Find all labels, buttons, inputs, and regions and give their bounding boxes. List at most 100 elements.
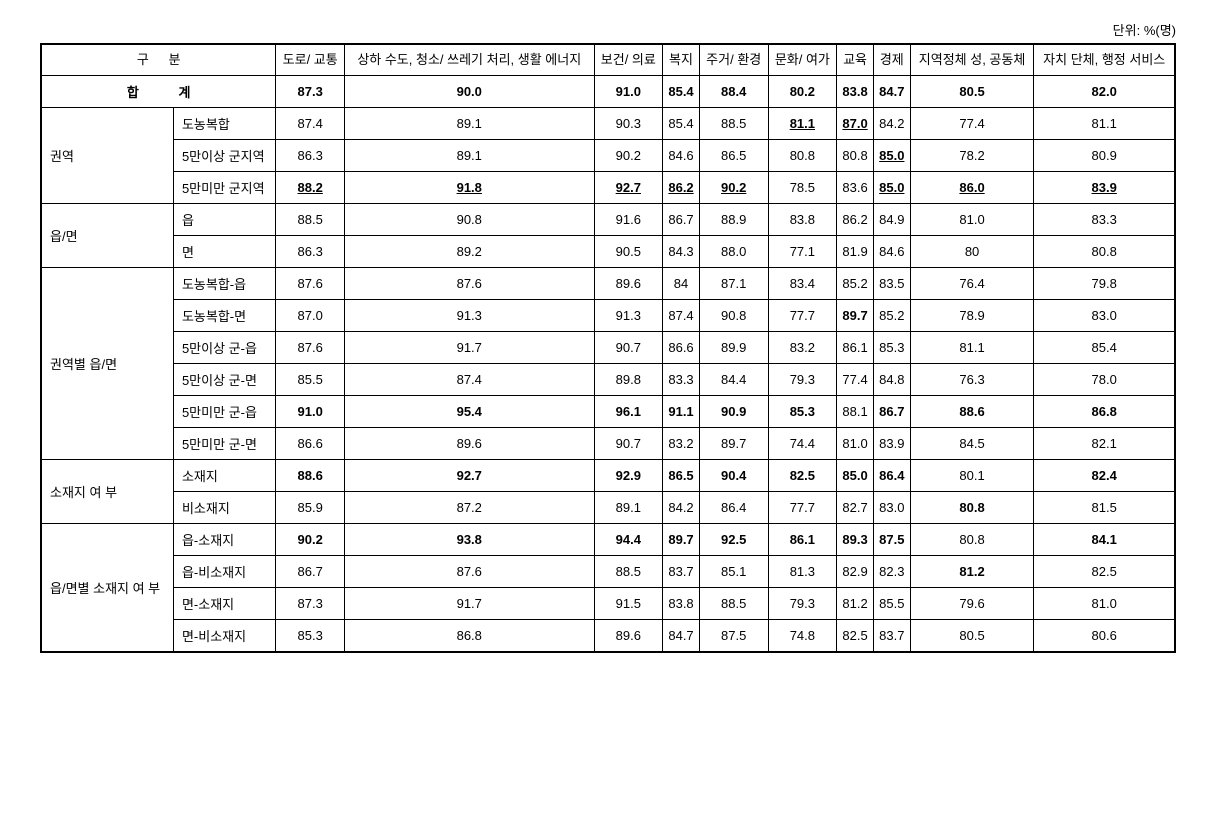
data-cell: 91.8 (345, 172, 594, 204)
data-cell: 86.1 (837, 332, 874, 364)
data-cell: 87.0 (276, 300, 345, 332)
data-cell: 89.6 (594, 620, 663, 653)
data-cell: 87.4 (276, 108, 345, 140)
data-cell: 84.7 (663, 620, 700, 653)
data-cell: 90.3 (594, 108, 663, 140)
row-label: 5만미만 군-읍 (173, 396, 275, 428)
data-cell: 90.8 (699, 300, 768, 332)
data-cell: 87.2 (345, 492, 594, 524)
total-cell: 80.5 (910, 76, 1034, 108)
data-cell: 85.4 (1034, 332, 1175, 364)
group-label: 권역별 읍/면 (41, 268, 173, 460)
row-label: 도농복합-면 (173, 300, 275, 332)
data-cell: 91.5 (594, 588, 663, 620)
data-cell: 84.6 (873, 236, 910, 268)
data-cell: 79.3 (768, 588, 837, 620)
table-row: 읍/면별 소재지 여 부읍-소재지90.293.894.489.792.586.… (41, 524, 1175, 556)
data-cell: 91.0 (276, 396, 345, 428)
data-cell: 80.5 (910, 620, 1034, 653)
data-cell: 89.3 (837, 524, 874, 556)
table-row: 면86.389.290.584.388.077.181.984.68080.8 (41, 236, 1175, 268)
data-cell: 82.5 (768, 460, 837, 492)
table-row: 면-소재지87.391.791.583.888.579.381.285.579.… (41, 588, 1175, 620)
data-cell: 91.7 (345, 588, 594, 620)
data-cell: 88.2 (276, 172, 345, 204)
data-cell: 88.9 (699, 204, 768, 236)
data-cell: 81.1 (1034, 108, 1175, 140)
data-cell: 90.2 (276, 524, 345, 556)
data-cell: 83.8 (663, 588, 700, 620)
row-label: 읍 (173, 204, 275, 236)
data-cell: 85.1 (699, 556, 768, 588)
data-cell: 82.1 (1034, 428, 1175, 460)
data-cell: 87.1 (699, 268, 768, 300)
data-cell: 78.2 (910, 140, 1034, 172)
data-cell: 88.6 (276, 460, 345, 492)
total-cell: 88.4 (699, 76, 768, 108)
data-cell: 84.4 (699, 364, 768, 396)
data-cell: 85.2 (873, 300, 910, 332)
data-cell: 83.8 (768, 204, 837, 236)
data-cell: 86.6 (276, 428, 345, 460)
data-cell: 89.7 (699, 428, 768, 460)
data-cell: 82.5 (837, 620, 874, 653)
row-label: 5만이상 군-읍 (173, 332, 275, 364)
data-cell: 83.7 (663, 556, 700, 588)
data-cell: 86.3 (276, 236, 345, 268)
data-cell: 79.6 (910, 588, 1034, 620)
data-cell: 87.6 (345, 556, 594, 588)
unit-label: 단위: %(명) (40, 20, 1176, 39)
data-cell: 90.4 (699, 460, 768, 492)
data-cell: 83.9 (873, 428, 910, 460)
data-cell: 81.2 (837, 588, 874, 620)
data-cell: 83.0 (873, 492, 910, 524)
data-cell: 85.2 (837, 268, 874, 300)
data-cell: 86.5 (699, 140, 768, 172)
row-label: 읍-비소재지 (173, 556, 275, 588)
group-label: 읍/면 (41, 204, 173, 268)
table-row: 도농복합-면87.091.391.387.490.877.789.785.278… (41, 300, 1175, 332)
data-cell: 82.9 (837, 556, 874, 588)
data-cell: 94.4 (594, 524, 663, 556)
data-cell: 86.0 (910, 172, 1034, 204)
total-cell: 83.8 (837, 76, 874, 108)
data-cell: 84.2 (663, 492, 700, 524)
data-cell: 90.2 (699, 172, 768, 204)
data-cell: 86.3 (276, 140, 345, 172)
data-cell: 91.3 (345, 300, 594, 332)
total-cell: 80.2 (768, 76, 837, 108)
data-cell: 91.1 (663, 396, 700, 428)
data-cell: 78.0 (1034, 364, 1175, 396)
table-row: 5만미만 군지역88.291.892.786.290.278.583.685.0… (41, 172, 1175, 204)
data-cell: 96.1 (594, 396, 663, 428)
table-row: 5만이상 군-읍87.691.790.786.689.983.286.185.3… (41, 332, 1175, 364)
data-cell: 83.3 (663, 364, 700, 396)
data-cell: 77.7 (768, 300, 837, 332)
total-cell: 85.4 (663, 76, 700, 108)
data-cell: 92.7 (345, 460, 594, 492)
col-header: 상하 수도, 청소/ 쓰레기 처리, 생활 에너지 (345, 44, 594, 76)
table-row: 5만이상 군-면85.587.489.883.384.479.377.484.8… (41, 364, 1175, 396)
data-cell: 85.5 (276, 364, 345, 396)
total-label: 합 계 (41, 76, 276, 108)
table-row: 소재지 여 부소재지88.692.792.986.590.482.585.086… (41, 460, 1175, 492)
data-cell: 84.2 (873, 108, 910, 140)
data-cell: 92.9 (594, 460, 663, 492)
data-cell: 84.3 (663, 236, 700, 268)
row-label: 비소재지 (173, 492, 275, 524)
data-cell: 88.5 (276, 204, 345, 236)
total-cell: 90.0 (345, 76, 594, 108)
data-cell: 83.0 (1034, 300, 1175, 332)
table-row: 면-비소재지85.386.889.684.787.574.882.583.780… (41, 620, 1175, 653)
data-cell: 88.1 (837, 396, 874, 428)
data-cell: 89.2 (345, 236, 594, 268)
data-cell: 85.0 (873, 172, 910, 204)
data-cell: 86.4 (699, 492, 768, 524)
data-cell: 93.8 (345, 524, 594, 556)
table-row: 권역별 읍/면도농복합-읍87.687.689.68487.183.485.28… (41, 268, 1175, 300)
data-cell: 87.3 (276, 588, 345, 620)
data-cell: 81.1 (768, 108, 837, 140)
data-cell: 87.4 (663, 300, 700, 332)
data-cell: 90.8 (345, 204, 594, 236)
data-cell: 77.7 (768, 492, 837, 524)
